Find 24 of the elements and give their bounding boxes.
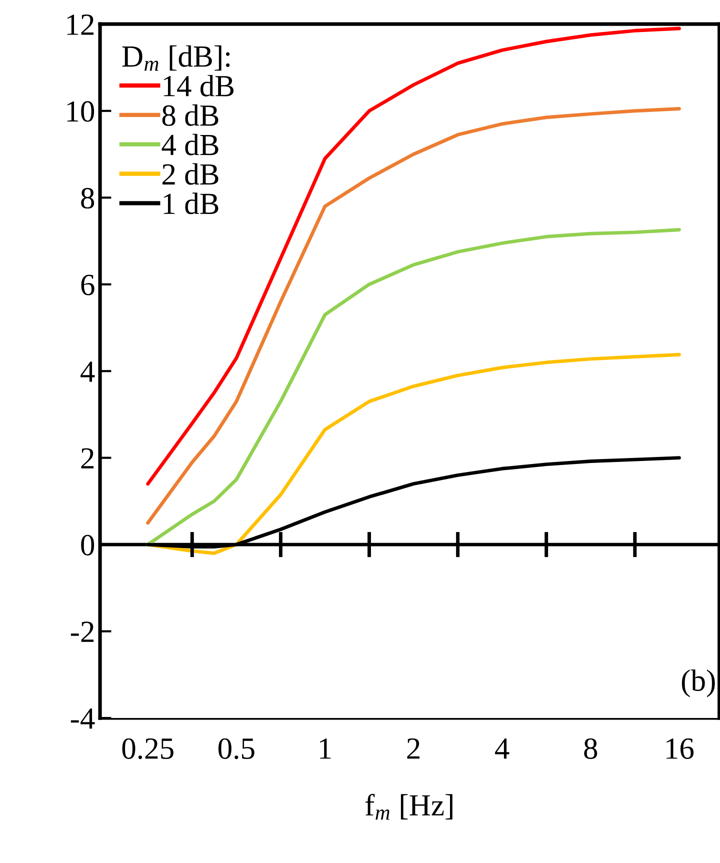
x-tick-label: 4 (495, 738, 510, 759)
legend-label: 14 dB (164, 74, 234, 96)
x-tick-label: 1 (320, 738, 331, 759)
legend-title: D$_{m}$ [dB]: (122, 45, 230, 71)
x-tick-label: 8 (584, 738, 598, 759)
x-tick-label: 16 (666, 738, 694, 759)
legend-label: 2 dB (162, 163, 218, 185)
y-tick-label: 6 (81, 274, 94, 296)
x-axis-title: f$_{m}$ [Hz] (365, 794, 452, 820)
x-tick-label: 2 (407, 738, 420, 759)
x-tick-label: 0.25 (122, 738, 174, 760)
y-tick-label: 4 (80, 362, 95, 382)
y-tick-label: 8 (81, 188, 94, 209)
y-tick-label: 10 (67, 101, 94, 122)
legend-label: 4 dB (162, 134, 218, 156)
legend-label: 1 dB (164, 192, 218, 214)
y-tick-label: 2 (81, 448, 94, 468)
y-tick-label: -4 (70, 708, 95, 729)
annotation: (b) (682, 669, 715, 698)
y-tick-label: 0 (81, 534, 94, 556)
x-tick-label: 0.5 (218, 738, 254, 760)
y-tick-label: -2 (70, 622, 94, 642)
legend-label: 8 dB (162, 104, 218, 126)
y-tick-label: 12 (67, 14, 94, 35)
